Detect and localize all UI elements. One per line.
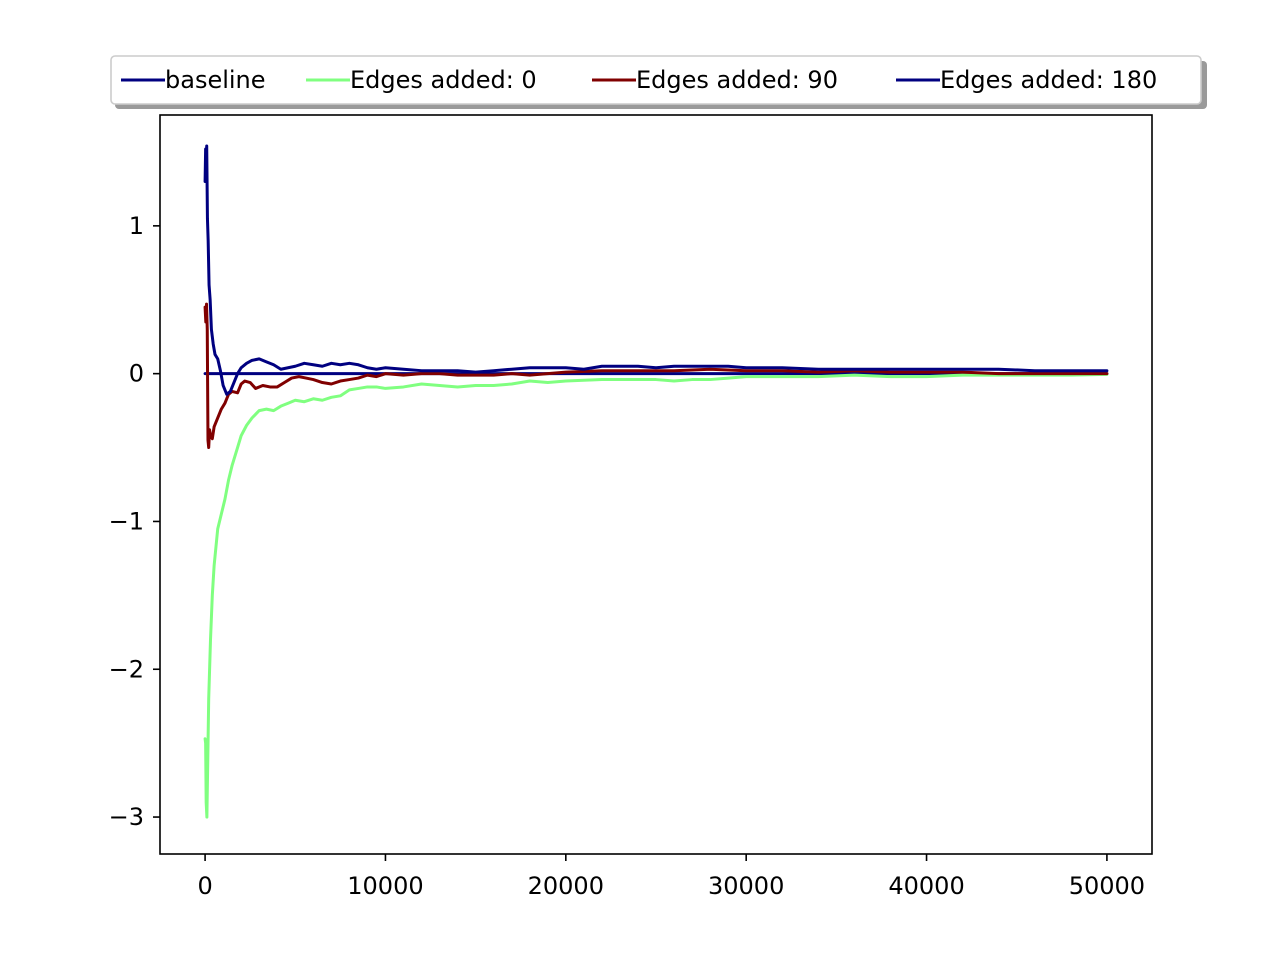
- x-tick-label: 40000: [888, 872, 964, 900]
- y-tick-label: −2: [109, 655, 144, 683]
- legend-label: Edges added: 90: [636, 66, 838, 94]
- series-line-edges-added-0: [203, 372, 1109, 819]
- x-tick-label: 30000: [708, 872, 784, 900]
- y-axis: −3 −2 −1 0 1: [109, 212, 160, 831]
- y-tick-label: −1: [109, 507, 144, 535]
- legend-box: [110, 55, 1202, 105]
- y-tick-label: 0: [129, 360, 144, 388]
- legend: baseline Edges added: 0 Edges added: 90 Edg…: [110, 55, 1207, 109]
- y-tick-label: 1: [129, 212, 144, 240]
- series-line-edges-added-90: [203, 302, 1109, 450]
- series-layer: [203, 144, 1109, 819]
- x-axis: 0 10000 20000 30000 40000 50000: [197, 854, 1145, 900]
- legend-label: Edges added: 180: [940, 66, 1157, 94]
- x-tick-label: 0: [197, 872, 212, 900]
- plot-area: [160, 115, 1152, 854]
- series-line-edges-added-180: [203, 144, 1109, 396]
- x-tick-label: 50000: [1069, 872, 1145, 900]
- x-tick-label: 20000: [528, 872, 604, 900]
- legend-label: Edges added: 0: [350, 66, 537, 94]
- y-tick-label: −3: [109, 803, 144, 831]
- x-tick-label: 10000: [347, 872, 423, 900]
- plot-frame: [159, 114, 1153, 855]
- legend-label: baseline: [165, 66, 266, 94]
